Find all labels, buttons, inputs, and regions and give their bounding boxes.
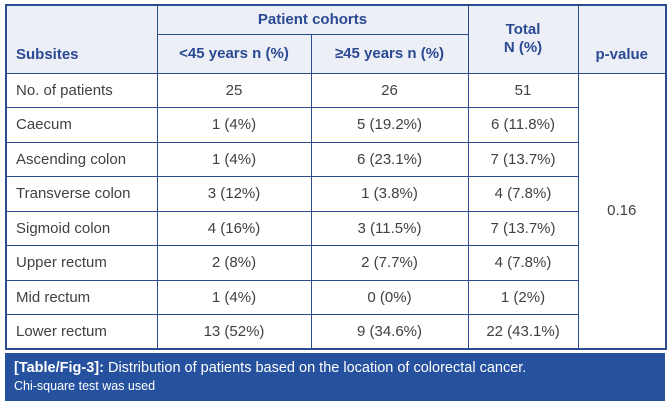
cell-total: 51 [467, 72, 579, 108]
header-over-45: ≥45 years n (%) [310, 33, 469, 74]
cell-under45: 1 (4%) [156, 279, 312, 315]
row-label: Mid rectum [5, 279, 158, 315]
cell-under45: 1 (4%) [156, 107, 312, 143]
table-row-sigmoid-colon: Sigmoid colon 4 (16%) 3 (11.5%) 7 (13.7%… [5, 210, 666, 246]
table-fig-label: [Table/Fig-3]: [14, 360, 104, 376]
cell-under45: 2 (8%) [156, 245, 312, 281]
cell-p-value: 0.16 [577, 72, 667, 350]
table-header: Subsites Patient cohorts Total N (%) p-v… [5, 4, 667, 74]
row-label: Lower rectum [5, 314, 158, 350]
cell-total: 4 (7.8%) [467, 245, 579, 281]
header-p-value: p-value [577, 4, 667, 74]
cell-under45: 25 [156, 72, 312, 108]
cell-total: 7 (13.7%) [467, 210, 579, 246]
header-row-1: Subsites Patient cohorts Total N (%) p-v… [5, 4, 667, 74]
row-label: No. of patients [5, 72, 158, 108]
row-label: Sigmoid colon [5, 210, 158, 246]
cell-total: 7 (13.7%) [467, 141, 579, 177]
header-row-2: <45 years n (%) ≥45 years n (%) [6, 33, 666, 74]
cell-over45: 3 (11.5%) [310, 210, 469, 246]
table-row-mid-rectum: Mid rectum 1 (4%) 0 (0%) 1 (2%) [5, 279, 666, 315]
cell-over45: 26 [310, 72, 469, 108]
row-label: Caecum [5, 107, 158, 143]
cell-under45: 13 (52%) [156, 314, 312, 350]
table-row-caecum: Caecum 1 (4%) 5 (19.2%) 6 (11.8%) [5, 107, 666, 143]
row-label: Transverse colon [5, 176, 158, 212]
cell-under45: 1 (4%) [156, 141, 312, 177]
table-body: No. of patients 25 26 51 0.16 Caecum 1 (… [5, 72, 667, 350]
cell-over45: 9 (34.6%) [310, 314, 469, 350]
cell-over45: 1 (3.8%) [310, 176, 469, 212]
cell-total: 1 (2%) [467, 279, 579, 315]
patients-subsite-table: Subsites Patient cohorts Total N (%) p-v… [5, 4, 667, 350]
cell-total: 6 (11.8%) [467, 107, 579, 143]
header-patient-cohorts: Patient cohorts [156, 4, 469, 35]
cell-total: 4 (7.8%) [467, 176, 579, 212]
caption-text: Distribution of patients based on the lo… [107, 360, 527, 376]
table-caption-bar: [Table/Fig-3]: Distribution of patients … [5, 353, 665, 401]
cell-over45: 5 (19.2%) [310, 107, 469, 143]
table-row-transverse-colon: Transverse colon 3 (12%) 1 (3.8%) 4 (7.8… [5, 176, 666, 212]
header-total: Total N (%) [467, 4, 579, 74]
cell-over45: 6 (23.1%) [310, 141, 469, 177]
header-subsites: Subsites [5, 4, 158, 74]
table-row-upper-rectum: Upper rectum 2 (8%) 2 (7.7%) 4 (7.8%) [5, 245, 666, 281]
row-label: Upper rectum [5, 245, 158, 281]
caption-note: Chi-square test was used [14, 379, 156, 394]
table-row-lower-rectum: Lower rectum 13 (52%) 9 (34.6%) 22 (43.1… [5, 314, 666, 350]
cell-over45: 0 (0%) [310, 279, 469, 315]
cell-over45: 2 (7.7%) [310, 245, 469, 281]
header-under-45: <45 years n (%) [156, 33, 312, 74]
cell-total: 22 (43.1%) [467, 314, 579, 350]
cell-under45: 4 (16%) [156, 210, 312, 246]
table-row-no-of-patients: No. of patients 25 26 51 0.16 [5, 72, 667, 350]
cell-under45: 3 (12%) [156, 176, 312, 212]
row-label: Ascending colon [5, 141, 158, 177]
table-row-ascending-colon: Ascending colon 1 (4%) 6 (23.1%) 7 (13.7… [5, 141, 666, 177]
caption-line: [Table/Fig-3]: Distribution of patients … [14, 359, 656, 377]
